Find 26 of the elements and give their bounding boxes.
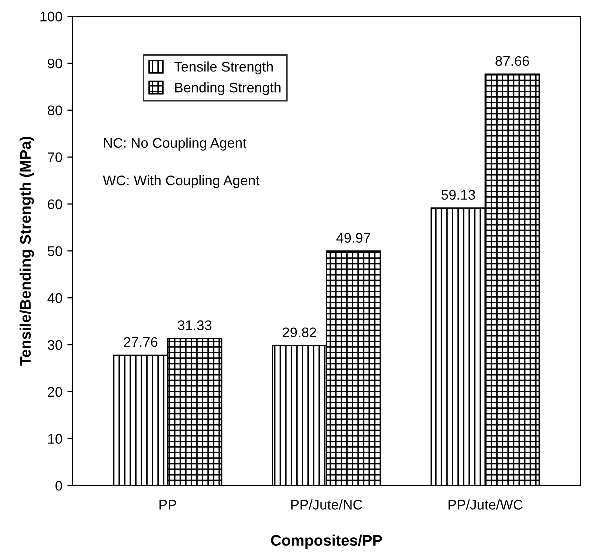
y-axis-title: Tensile/Bending Strength (MPa) bbox=[20, 137, 34, 366]
data-label: 27.76 bbox=[124, 337, 158, 348]
legend-label: Tensile Strength bbox=[174, 62, 273, 75]
x-tick-label: PP/Jute/NC bbox=[292, 500, 362, 510]
y-tick-label: 70 bbox=[48, 152, 62, 162]
legend-label: Bending Strength bbox=[175, 82, 281, 96]
y-tick-label: 0 bbox=[56, 481, 62, 491]
y-tick-label: 90 bbox=[48, 58, 62, 69]
y-tick-label: 50 bbox=[48, 246, 62, 256]
y-tick-label: 10 bbox=[48, 434, 62, 444]
data-label: 59.13 bbox=[442, 190, 476, 200]
x-tick-label: PP bbox=[160, 500, 176, 510]
y-tick-label: 80 bbox=[48, 106, 62, 116]
annotation: NC: No Coupling Agent bbox=[104, 138, 247, 151]
data-label: 49.97 bbox=[336, 233, 370, 243]
y-tick-label: 20 bbox=[48, 387, 62, 398]
x-tick-label: PP/Jute/WC bbox=[448, 500, 523, 510]
y-tick-label: 40 bbox=[48, 293, 62, 304]
data-label: 31.33 bbox=[178, 320, 212, 330]
y-tick-label: 60 bbox=[48, 200, 62, 210]
y-tick-label: 100 bbox=[40, 12, 62, 22]
annotation: WC: With Coupling Agent bbox=[103, 175, 260, 188]
data-label: 29.82 bbox=[283, 328, 316, 338]
data-label: 87.66 bbox=[496, 56, 530, 66]
x-axis-title: Composites/PP bbox=[271, 534, 382, 550]
y-tick-label: 30 bbox=[48, 340, 62, 350]
